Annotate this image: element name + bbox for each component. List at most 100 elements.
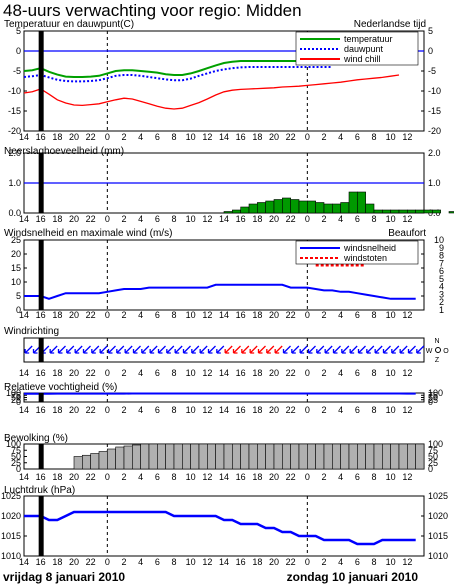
- x-tick-label: 8: [371, 405, 376, 415]
- x-tick-label: 22: [86, 132, 96, 142]
- y-tick-label-wind: 25: [11, 235, 21, 245]
- wind-arrow: [216, 345, 225, 354]
- x-tick-label: 22: [286, 310, 296, 320]
- bar-precip: [298, 200, 308, 214]
- bar-precip: [340, 202, 350, 214]
- x-tick-label: 12: [402, 132, 412, 142]
- wind-arrow: [257, 345, 266, 354]
- x-tick-label: 0: [105, 472, 110, 482]
- x-tick-label: 4: [138, 405, 143, 415]
- y-tick-label-right-humidity: 100: [428, 388, 443, 398]
- bar-cloud: [332, 443, 341, 470]
- x-tick-label: 12: [402, 405, 412, 415]
- x-tick-label: 2: [121, 472, 126, 482]
- bar-precip: [348, 191, 358, 214]
- bar-precip: [448, 211, 454, 214]
- y-tick-label-right-pressure: 1020: [428, 511, 448, 521]
- x-tick-label: 14: [219, 472, 229, 482]
- y-tick-label-right-humidity: 0: [428, 397, 433, 407]
- wind-arrow: [399, 345, 408, 354]
- current-time-marker: [38, 338, 44, 362]
- x-tick-label: 20: [69, 405, 79, 415]
- bar-cloud: [223, 443, 233, 470]
- y-tick-label-temp: 5: [16, 26, 21, 36]
- current-time-marker: [38, 393, 44, 402]
- x-tick-label: 12: [402, 557, 412, 567]
- x-tick-label: 18: [52, 557, 62, 567]
- compass-west: W: [426, 348, 433, 355]
- x-tick-label: 20: [269, 132, 279, 142]
- y-tick-label-humidity: 75: [11, 390, 21, 400]
- x-tick-label: 16: [236, 310, 246, 320]
- wind-arrow: [132, 345, 141, 354]
- y-tick-label-right-temp: -20: [428, 126, 441, 136]
- x-tick-label: 16: [236, 405, 246, 415]
- x-tick-label: 12: [402, 310, 412, 320]
- bar-precip: [223, 211, 233, 214]
- y-tick-label-cloud: 50: [11, 452, 21, 462]
- y-tick-label-cloud: 100: [6, 439, 21, 449]
- x-tick-label: 0: [305, 214, 310, 224]
- x-tick-label: 4: [338, 132, 343, 142]
- x-tick-label: 22: [86, 472, 96, 482]
- compass-north: N: [434, 338, 439, 345]
- x-tick-label: 6: [355, 310, 360, 320]
- bar-precip: [398, 209, 408, 214]
- wind-arrow: [349, 345, 358, 354]
- x-tick-label: 18: [252, 214, 262, 224]
- x-tick-label: 8: [371, 132, 376, 142]
- bar-cloud: [215, 443, 225, 470]
- bar-cloud: [315, 443, 325, 470]
- panel-title-wind: Windsnelheid en maximale wind (m/s): [4, 228, 172, 239]
- series-line-dauwpunt: [23, 66, 333, 83]
- y-tick-label-right-cloud: 0: [428, 464, 433, 474]
- x-tick-label: 22: [86, 368, 96, 378]
- y-tick-label-wind: 5: [16, 291, 21, 301]
- x-tick-label: 20: [269, 405, 279, 415]
- bar-precip: [373, 209, 383, 214]
- x-tick-label: 14: [219, 310, 229, 320]
- page-title: 48-uurs verwachting voor regio: Midden: [3, 1, 302, 20]
- x-tick-label: 2: [121, 557, 126, 567]
- bar-cloud: [265, 443, 275, 470]
- x-tick-label: 6: [355, 557, 360, 567]
- y-tick-label-humidity: 0: [16, 397, 21, 407]
- x-tick-label: 14: [219, 557, 229, 567]
- wind-arrow: [374, 345, 383, 354]
- wind-arrow: [291, 345, 300, 354]
- panel-frame-winddir: [23, 337, 425, 363]
- x-tick-label: 12: [202, 132, 212, 142]
- bar-precip: [282, 197, 291, 214]
- bar-cloud: [340, 443, 350, 470]
- y-tick-label-right-humidity: 75: [428, 390, 438, 400]
- x-tick-label: 6: [155, 214, 160, 224]
- bar-precip: [265, 200, 275, 214]
- bar-precip: [432, 209, 441, 214]
- x-tick-label: 6: [155, 405, 160, 415]
- x-tick-label: 14: [19, 310, 29, 320]
- x-tick-label: 4: [138, 472, 143, 482]
- bar-cloud: [165, 443, 175, 470]
- x-tick-label: 0: [105, 368, 110, 378]
- current-time-marker: [38, 31, 44, 131]
- bar-cloud: [82, 454, 91, 470]
- wind-arrow: [199, 345, 208, 354]
- bar-cloud: [123, 445, 133, 470]
- x-tick-label: 2: [121, 132, 126, 142]
- x-tick-label: 16: [236, 368, 246, 378]
- x-tick-label: 12: [202, 472, 212, 482]
- y-tick-label-wind: 10: [11, 277, 21, 287]
- wind-arrow: [74, 345, 83, 354]
- y-tick-label-temp: -20: [8, 126, 21, 136]
- bar-cloud: [290, 443, 300, 470]
- legend-label: wind chill: [343, 54, 381, 64]
- bar-cloud: [207, 443, 216, 470]
- panel-title-precip: Neerslaghoeveelheid (mm): [4, 146, 124, 157]
- x-tick-label: 10: [386, 368, 396, 378]
- x-tick-label: 2: [321, 405, 326, 415]
- x-tick-label: 20: [69, 132, 79, 142]
- x-tick-label: 8: [371, 310, 376, 320]
- x-tick-label: 16: [236, 132, 246, 142]
- bar-cloud: [173, 443, 183, 470]
- y-tick-label-right-humidity: 50: [428, 393, 438, 403]
